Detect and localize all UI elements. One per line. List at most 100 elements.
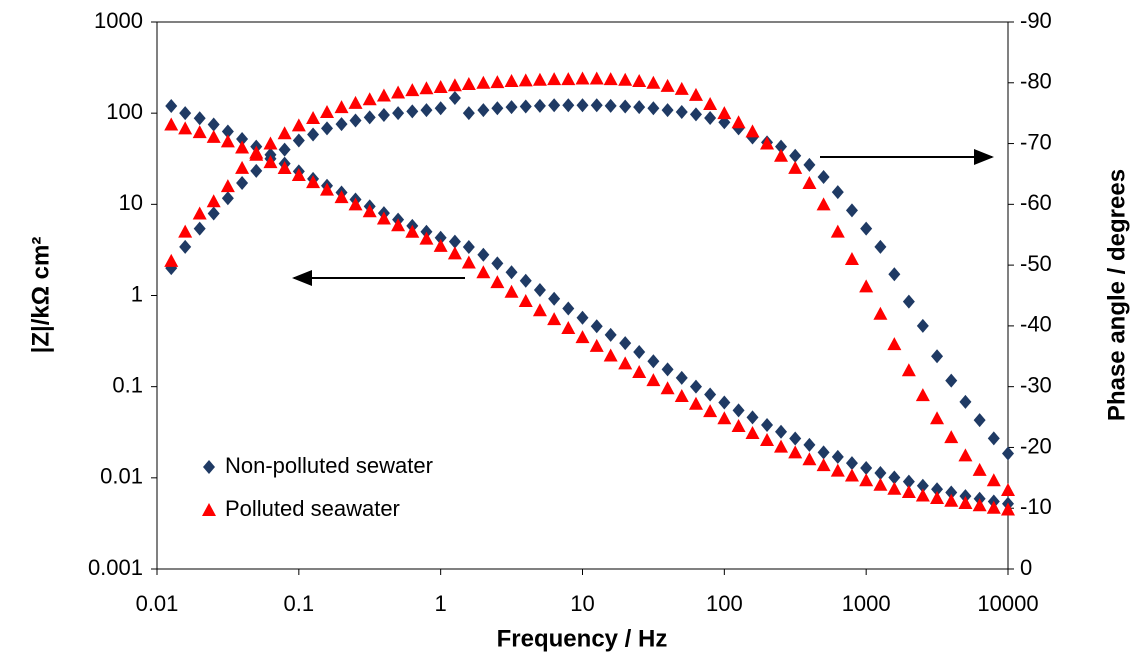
legend-label: Non-polluted sewater <box>225 453 433 478</box>
phase-point <box>491 101 504 116</box>
impedance-point <box>207 117 220 132</box>
phase-point <box>306 111 321 125</box>
impedance-point <box>1001 502 1015 516</box>
phase-point <box>363 110 376 125</box>
impedance-point <box>548 291 561 306</box>
impedance-point <box>746 410 759 425</box>
phase-point <box>548 98 561 113</box>
y2-tick-label: 0 <box>1020 555 1032 580</box>
x-tick-label: 0.1 <box>284 591 315 616</box>
impedance-point <box>306 175 321 189</box>
phase-point <box>250 163 263 178</box>
x-tick-label: 10000 <box>977 591 1038 616</box>
impedance-point <box>661 362 674 377</box>
impedance-point <box>178 121 193 135</box>
phase-point <box>789 148 802 163</box>
impedance-point <box>803 437 816 452</box>
impedance-point <box>972 498 987 512</box>
impedance-point <box>533 282 546 297</box>
phase-point <box>291 118 306 132</box>
phase-point <box>434 101 447 116</box>
phase-point <box>1001 482 1015 496</box>
impedance-point <box>945 485 958 500</box>
impedance-point <box>930 491 945 505</box>
impedance-point <box>619 336 632 351</box>
y-axis-title: |Z|/kΩ cm² <box>27 237 54 354</box>
impedance-point <box>334 190 349 204</box>
phase-point <box>788 160 803 174</box>
phase-point <box>377 107 390 122</box>
impedance-point <box>575 330 590 344</box>
phase-point <box>589 71 604 85</box>
phase-point <box>249 145 264 159</box>
impedance-point <box>419 231 434 245</box>
phase-point <box>704 111 717 126</box>
phase-point <box>321 121 334 136</box>
impedance-point <box>718 395 731 410</box>
phase-point <box>887 337 902 351</box>
phase-point <box>462 106 475 121</box>
impedance-point <box>235 140 250 154</box>
phase-point <box>547 72 562 86</box>
phase-point <box>830 224 845 238</box>
impedance-point <box>220 134 235 148</box>
phase-point <box>562 98 575 113</box>
impedance-point <box>732 403 745 418</box>
y-tick-label: 1000 <box>94 8 143 33</box>
impedance-point <box>447 246 462 260</box>
impedance-point <box>775 424 788 439</box>
impedance-point <box>348 197 363 211</box>
y2-tick-label: -20 <box>1020 433 1052 458</box>
phase-point <box>646 75 661 89</box>
phase-point <box>689 107 702 122</box>
phase-point <box>959 394 972 409</box>
impedance-point <box>562 301 575 316</box>
phase-point <box>179 239 192 254</box>
phase-point <box>604 98 617 113</box>
impedance-point <box>689 379 702 394</box>
phase-point <box>362 92 377 106</box>
impedance-point <box>618 356 633 370</box>
y2-tick-label: -10 <box>1020 494 1052 519</box>
impedance-point <box>519 273 532 288</box>
phase-point <box>902 294 915 309</box>
impedance-point <box>547 312 562 326</box>
impedance-point <box>192 125 207 139</box>
impedance-point <box>320 182 335 196</box>
phase-point <box>915 388 930 402</box>
impedance-point <box>590 319 603 334</box>
phase-point <box>860 221 873 236</box>
x-axis-title: Frequency / Hz <box>497 625 668 652</box>
impedance-point <box>491 256 504 271</box>
phase-point <box>745 124 760 138</box>
phase-point <box>717 106 732 120</box>
phase-point <box>873 306 888 320</box>
impedance-point <box>931 482 944 497</box>
y2-tick-label: -80 <box>1020 69 1052 94</box>
phase-point <box>277 126 292 140</box>
impedance-point <box>717 411 732 425</box>
impedance-point <box>887 481 902 495</box>
impedance-point <box>165 98 178 113</box>
phase-point <box>236 176 249 191</box>
phase-point <box>618 72 633 86</box>
impedance-point <box>589 338 604 352</box>
impedance-point <box>647 354 660 369</box>
legend-marker <box>202 503 216 516</box>
impedance-point <box>490 275 505 289</box>
impedance-point <box>462 240 475 255</box>
phase-point <box>859 279 874 293</box>
impedance-point <box>448 234 461 249</box>
phase-point <box>647 101 660 116</box>
x-tick-label: 1000 <box>842 591 891 616</box>
y-tick-label: 0.1 <box>112 372 143 397</box>
impedance-point <box>633 345 646 360</box>
impedance-point <box>603 348 618 362</box>
phase-point <box>760 136 775 150</box>
x-tick-label: 1 <box>435 591 447 616</box>
impedance-point <box>760 433 775 447</box>
phase-point <box>619 99 632 114</box>
phase-point <box>532 72 547 86</box>
phase-point <box>575 71 590 85</box>
